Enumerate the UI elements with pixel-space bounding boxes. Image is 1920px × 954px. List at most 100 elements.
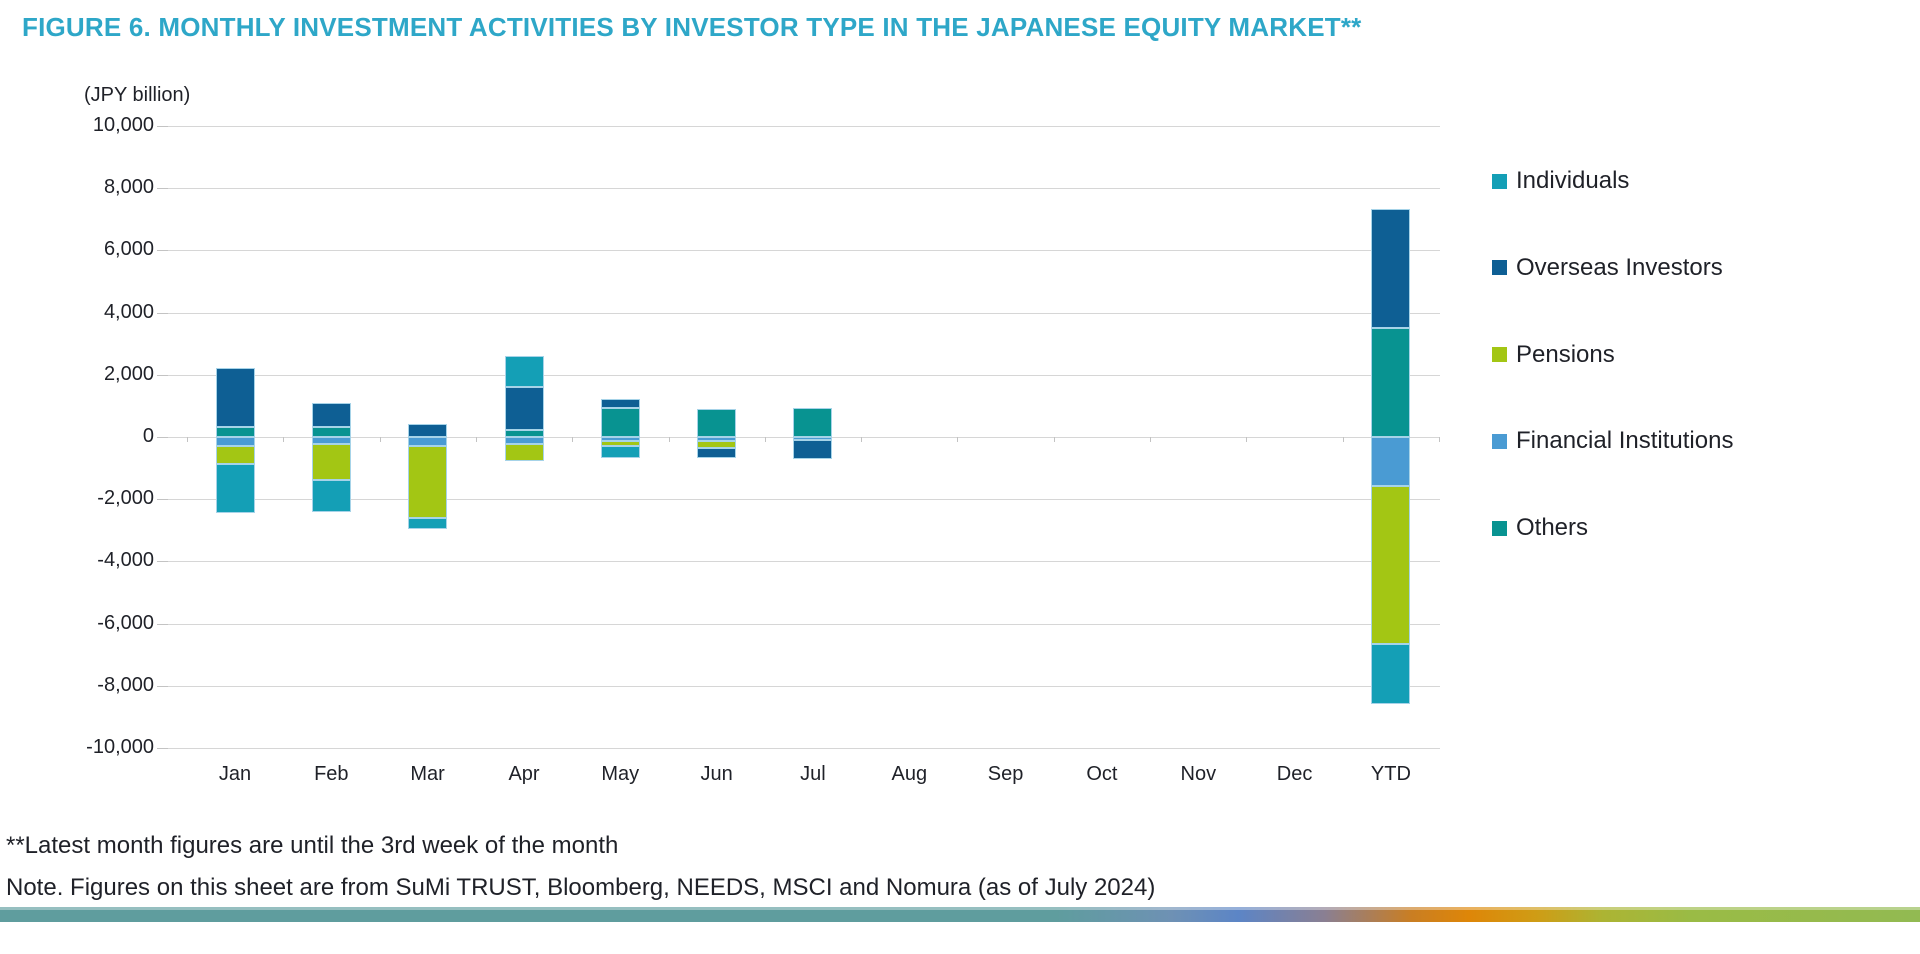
legend-swatch-icon — [1492, 520, 1507, 536]
legend-label: Overseas Investors — [1516, 253, 1723, 281]
bar-jul-overseas-investors — [793, 440, 833, 460]
y-axis-tick-label: -2,000 — [97, 487, 154, 510]
x-axis-label-feb: Feb — [314, 763, 349, 785]
y-axis-tick — [157, 499, 168, 501]
footnote-latest-month: **Latest month figures are until the 3rd… — [6, 832, 619, 859]
y-axis-tick — [157, 188, 168, 190]
bar-feb-others — [311, 427, 351, 437]
legend-label: Pensions — [1516, 340, 1615, 368]
x-axis-label-jul: Jul — [800, 763, 826, 785]
bar-feb-financial-institutions — [311, 437, 351, 444]
category-axis-tick — [861, 437, 863, 442]
bar-ytd-individuals — [1371, 643, 1411, 705]
bar-jun-financial-institutions — [697, 437, 737, 441]
legend-swatch-icon — [1492, 173, 1507, 189]
x-axis-label-apr: Apr — [508, 763, 540, 785]
gridline — [168, 374, 1440, 376]
y-axis-tick — [157, 748, 168, 749]
bar-mar-financial-institutions — [408, 437, 448, 447]
gridline — [168, 748, 1440, 749]
y-axis-tick — [157, 250, 168, 252]
x-axis-label-ytd: YTD — [1370, 763, 1411, 785]
category-axis-tick — [1342, 437, 1344, 442]
legend-item-pensions: Pensions — [1492, 341, 1615, 369]
bar-apr-individuals — [504, 356, 544, 388]
category-axis-tick — [1246, 437, 1248, 442]
bar-apr-pensions — [504, 443, 544, 462]
category-axis-tick — [379, 437, 381, 442]
legend-label: Financial Institutions — [1516, 427, 1734, 455]
y-axis-tick-label: 2,000 — [103, 362, 154, 385]
y-axis-tick — [157, 374, 168, 376]
bar-jan-individuals — [215, 464, 255, 513]
legend-label: Others — [1516, 514, 1589, 542]
y-axis-tick — [157, 561, 168, 563]
y-axis-tick-label: 6,000 — [103, 238, 154, 261]
y-axis-tick-label: 8,000 — [103, 176, 154, 199]
legend-item-financial-institutions: Financial Institutions — [1492, 427, 1733, 455]
bar-mar-overseas-investors — [408, 423, 448, 437]
bar-feb-overseas-investors — [311, 402, 351, 428]
legend-label: Individuals — [1516, 167, 1630, 194]
x-axis-label-dec: Dec — [1276, 763, 1313, 785]
y-axis-tick — [157, 126, 168, 127]
gridline — [168, 623, 1440, 625]
bar-apr-financial-institutions — [504, 437, 544, 444]
bar-mar-individuals — [408, 517, 448, 529]
category-axis-tick — [764, 437, 766, 442]
bar-feb-individuals — [311, 479, 351, 513]
y-axis-tick-label: 0 — [142, 425, 154, 447]
bar-jan-financial-institutions — [215, 437, 255, 446]
category-axis-tick — [1439, 437, 1441, 442]
bar-feb-pensions — [311, 443, 351, 480]
gridline — [168, 312, 1440, 314]
legend-item-overseas-investors: Overseas Investors — [1492, 254, 1723, 282]
y-axis-tick-label: -8,000 — [97, 673, 154, 696]
bar-jun-overseas-investors — [697, 447, 737, 458]
y-axis-tick-label: -4,000 — [97, 549, 154, 572]
gridline — [168, 188, 1440, 190]
bar-apr-others — [504, 430, 544, 437]
bottom-gradient-bar — [0, 907, 1920, 922]
category-axis-tick — [283, 437, 285, 442]
gridline — [168, 561, 1440, 563]
legend-swatch-icon — [1492, 260, 1507, 276]
x-axis-label-jan: Jan — [218, 763, 252, 785]
legend-swatch-icon — [1492, 347, 1507, 363]
category-axis-tick — [186, 437, 188, 442]
y-axis-tick-label: -6,000 — [97, 611, 154, 634]
bar-ytd-financial-institutions — [1371, 437, 1411, 487]
y-axis-unit-label: (JPY billion) — [84, 84, 191, 106]
bar-jun-pensions — [697, 441, 737, 448]
y-axis-tick-label: 10,000 — [92, 114, 154, 136]
legend-swatch-icon — [1492, 433, 1507, 449]
gridline — [168, 685, 1440, 687]
category-axis-tick — [475, 437, 477, 442]
chart-title: FIGURE 6. MONTHLY INVESTMENT ACTIVITIES … — [22, 12, 1362, 42]
bar-ytd-overseas-investors — [1371, 208, 1411, 328]
y-axis-tick — [157, 685, 168, 687]
bar-may-pensions — [600, 441, 640, 447]
bar-may-others — [600, 407, 640, 437]
legend-item-individuals: Individuals — [1492, 167, 1629, 195]
y-axis-tick — [157, 312, 168, 314]
gridline — [168, 499, 1440, 501]
category-axis-tick — [957, 437, 959, 442]
category-axis-tick — [1053, 437, 1055, 442]
x-axis-label-oct: Oct — [1086, 763, 1118, 785]
legend-item-others: Others — [1492, 514, 1588, 542]
bar-apr-overseas-investors — [504, 387, 544, 431]
y-axis-tick — [157, 437, 168, 438]
bar-ytd-pensions — [1371, 486, 1411, 644]
y-axis-tick-label: 4,000 — [103, 300, 154, 323]
bar-mar-pensions — [408, 446, 448, 518]
x-axis-label-jun: Jun — [700, 763, 733, 785]
bar-jan-others — [215, 426, 255, 437]
bar-jan-overseas-investors — [215, 367, 255, 427]
category-axis-tick — [572, 437, 574, 442]
bar-jul-financial-institutions — [793, 437, 833, 441]
footnote-source: Note. Figures on this sheet are from SuM… — [6, 874, 1156, 901]
bar-jul-others — [793, 407, 833, 437]
